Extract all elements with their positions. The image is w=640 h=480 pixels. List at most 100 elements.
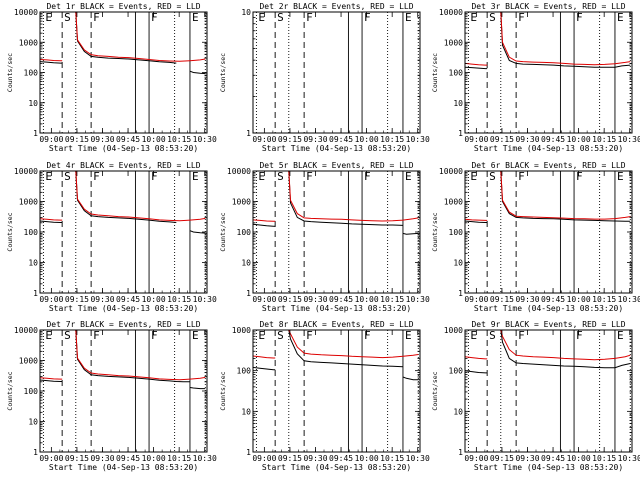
event-marker-label: E bbox=[405, 11, 412, 24]
panel-title: Det 8r BLACK = Events, RED = LLD bbox=[259, 320, 413, 329]
series-events-line bbox=[40, 220, 63, 223]
event-marker-label: E bbox=[258, 329, 265, 342]
x-tick-label: 10:00 bbox=[567, 454, 591, 463]
x-tick-label: 09:45 bbox=[116, 454, 140, 463]
plot-frame bbox=[39, 170, 208, 294]
panel-title: Det 9r BLACK = Events, RED = LLD bbox=[471, 320, 625, 329]
x-tick-label: 09:00 bbox=[39, 135, 63, 144]
series-lld-line bbox=[288, 330, 419, 359]
series-lld-line bbox=[500, 330, 631, 361]
x-tick-label: 09:30 bbox=[90, 295, 114, 304]
series-lld-line bbox=[465, 218, 488, 221]
event-marker-label: S bbox=[489, 11, 496, 24]
series-lld-line bbox=[500, 171, 631, 220]
series-lld-line bbox=[40, 377, 63, 380]
x-tick-label: 10:15 bbox=[167, 295, 191, 304]
x-tick-label: 09:30 bbox=[515, 454, 539, 463]
y-axis-label: Counts/sec bbox=[431, 212, 439, 251]
x-tick-label: 09:00 bbox=[464, 454, 488, 463]
event-marker-label: F bbox=[518, 11, 525, 24]
event-marker-label: F bbox=[576, 329, 583, 342]
y-tick-label: 100 bbox=[24, 387, 39, 396]
event-marker-label: S bbox=[64, 11, 71, 24]
x-tick-label: 10:00 bbox=[567, 135, 591, 144]
x-tick-label: 09:30 bbox=[515, 295, 539, 304]
series-lld-line bbox=[75, 12, 206, 62]
series-lld-line bbox=[288, 171, 419, 222]
x-tick-label: 10:15 bbox=[592, 135, 616, 144]
x-tick-label: 09:00 bbox=[464, 295, 488, 304]
x-tick-label: 10:30 bbox=[406, 295, 430, 304]
y-tick-label: 100 bbox=[237, 228, 252, 237]
y-tick-label: 10 bbox=[28, 99, 38, 108]
x-tick-label: 09:45 bbox=[541, 135, 565, 144]
y-tick-label: 1000 bbox=[19, 198, 38, 207]
event-marker-label: E bbox=[617, 170, 624, 183]
series-events-line bbox=[465, 66, 488, 70]
series-events-line bbox=[189, 230, 206, 234]
event-marker-label: E bbox=[45, 11, 52, 24]
event-marker-label: S bbox=[64, 329, 71, 342]
event-marker-label: S bbox=[64, 170, 71, 183]
plot-frame bbox=[252, 11, 421, 134]
event-marker-label: F bbox=[93, 329, 100, 342]
plot-frame bbox=[39, 11, 208, 134]
y-tick-label: 100 bbox=[449, 228, 464, 237]
event-marker-label: F bbox=[93, 11, 100, 24]
x-tick-label: 09:30 bbox=[303, 295, 327, 304]
y-axis-label: Counts/sec bbox=[6, 53, 14, 92]
event-marker-label: S bbox=[489, 329, 496, 342]
series-lld-line bbox=[40, 218, 63, 221]
x-tick-label: 09:00 bbox=[252, 295, 276, 304]
series-events-line bbox=[253, 223, 276, 227]
event-marker-label: E bbox=[470, 329, 477, 342]
event-marker-label: F bbox=[306, 329, 313, 342]
x-tick-label: 09:45 bbox=[329, 454, 353, 463]
x-tick-label: 09:30 bbox=[303, 135, 327, 144]
plot-frame bbox=[39, 329, 208, 453]
x-axis-label: Start Time (04-Sep-13 08:53:20) bbox=[49, 144, 198, 153]
x-tick-label: 10:30 bbox=[406, 454, 430, 463]
y-tick-label: 10000 bbox=[439, 167, 463, 176]
event-marker-label: E bbox=[470, 11, 477, 24]
series-events-line bbox=[500, 330, 631, 369]
event-marker-label: F bbox=[364, 329, 371, 342]
event-marker-label: E bbox=[192, 329, 199, 342]
series-lld-line bbox=[465, 62, 488, 66]
x-tick-label: 09:15 bbox=[490, 295, 514, 304]
event-marker-label: E bbox=[405, 170, 412, 183]
series-events-line bbox=[75, 12, 177, 64]
x-tick-label: 10:30 bbox=[618, 135, 640, 144]
panel-title: Det 6r BLACK = Events, RED = LLD bbox=[471, 161, 625, 170]
panel-title: Det 3r BLACK = Events, RED = LLD bbox=[471, 2, 625, 11]
series-events-line bbox=[288, 171, 404, 226]
series-events-line bbox=[40, 379, 63, 382]
y-tick-label: 10000 bbox=[14, 8, 38, 17]
x-tick-label: 10:30 bbox=[193, 135, 217, 144]
x-tick-label: 09:00 bbox=[39, 295, 63, 304]
y-tick-label: 100 bbox=[449, 367, 464, 376]
x-tick-label: 09:45 bbox=[541, 295, 565, 304]
event-marker-label: S bbox=[277, 329, 284, 342]
series-events-line bbox=[288, 330, 404, 368]
x-tick-label: 09:15 bbox=[278, 454, 302, 463]
x-tick-label: 09:30 bbox=[515, 135, 539, 144]
series-lld-line bbox=[253, 219, 276, 222]
event-marker-label: F bbox=[151, 329, 158, 342]
x-tick-label: 10:30 bbox=[406, 135, 430, 144]
panel-title: Det 5r BLACK = Events, RED = LLD bbox=[259, 161, 413, 170]
y-tick-label: 1000 bbox=[444, 198, 463, 207]
series-lld-line bbox=[40, 59, 63, 62]
x-tick-label: 09:15 bbox=[278, 295, 302, 304]
event-marker-label: F bbox=[576, 170, 583, 183]
event-marker-label: S bbox=[277, 170, 284, 183]
x-tick-label: 10:15 bbox=[167, 454, 191, 463]
event-marker-label: E bbox=[258, 170, 265, 183]
y-tick-label: 10 bbox=[453, 407, 463, 416]
series-events-line bbox=[75, 171, 177, 223]
y-axis-label: Counts/sec bbox=[431, 371, 439, 410]
